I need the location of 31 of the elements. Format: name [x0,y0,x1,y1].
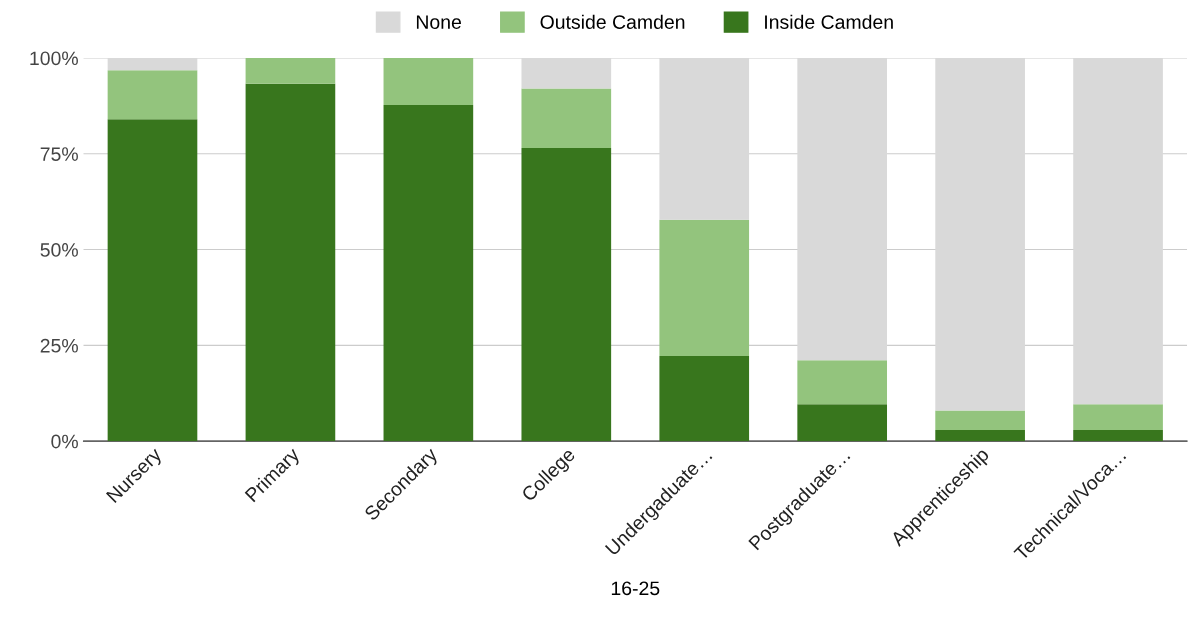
y-tick-label: 50% [40,243,78,257]
bar [521,148,612,442]
bar [1073,430,1163,442]
bar [1073,57,1163,405]
bar [107,119,198,442]
bar [797,360,888,405]
bar [1073,404,1163,431]
bar [797,404,888,442]
bar [935,430,1025,442]
y-tick-label: 75% [40,147,78,161]
bar [659,356,750,442]
bar [659,57,750,220]
y-tick-label: 25% [40,338,78,353]
bar [659,219,750,357]
bar [245,57,336,84]
y-tick-label: 0% [51,434,78,449]
bar [521,88,612,149]
bar [245,83,336,442]
y-tick-label: 100% [30,51,78,66]
bar [383,57,474,106]
legend-label: Outside Camden [540,14,685,29]
bar [797,57,888,361]
bar [935,57,1025,411]
bar [107,57,198,71]
x-axis-title: 16-25 [611,581,660,596]
legend-label: Inside Camden [765,14,893,29]
bar [383,105,474,442]
bar [521,57,612,89]
bar [107,70,198,120]
legend-label: None [416,15,461,29]
bar [935,410,1025,431]
